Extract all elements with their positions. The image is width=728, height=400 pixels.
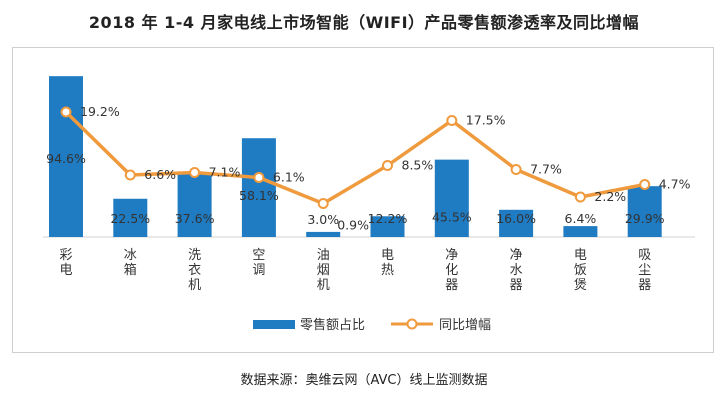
growth-marker-1: [60, 106, 72, 118]
legend-line-label: 同比增幅: [439, 318, 491, 333]
bar-8: [499, 209, 534, 237]
bar-9: [563, 226, 598, 237]
growth-value-label-9: 2.2%: [594, 189, 626, 204]
growth-marker-3: [189, 167, 201, 178]
category-label-3-char-3: 机: [188, 278, 201, 293]
category-label-9-char-2: 饭: [574, 263, 587, 278]
category-label-6-char-2: 热: [381, 263, 394, 278]
category-label-1-char-2: 电: [59, 263, 72, 278]
category-label-4-char-2: 调: [252, 263, 265, 278]
growth-marker-10: [639, 179, 651, 190]
growth-marker-4: [253, 172, 265, 183]
bar-value-label-2: 22.5%: [110, 211, 150, 226]
growth-value-label-1: 19.2%: [80, 104, 120, 119]
growth-value-label-4: 6.1%: [273, 170, 305, 185]
growth-line: [64, 110, 646, 206]
category-label-3-char-1: 洗: [188, 248, 201, 263]
bar-3: [177, 173, 212, 237]
chart-canvas: 94.6% 22.5% 37.6% 58.1% 3.0% 12.2% 45.5% 16.0% 6…: [43, 76, 695, 333]
bar-value-label-9: 6.4%: [565, 211, 597, 226]
legend-line-marker: [406, 318, 418, 330]
bar-value-label-6: 12.2%: [368, 211, 408, 226]
growth-value-label-7: 17.5%: [466, 113, 506, 128]
category-label-6-char-1: 电: [381, 248, 394, 263]
category-label-2-char-1: 冰: [124, 248, 137, 263]
legend-bar-swatch: [253, 320, 295, 329]
growth-value-label-5: 0.9%: [337, 218, 369, 233]
growth-marker-2: [124, 169, 136, 181]
bar-1: [49, 76, 83, 238]
category-label-9-char-3: 煲: [574, 277, 587, 293]
bar-4: [241, 138, 276, 237]
growth-value-label-6: 8.5%: [402, 158, 434, 173]
category-label-5-char-2: 烟: [317, 263, 330, 278]
bar-10: [627, 186, 662, 237]
category-label-1-char-1: 彩: [59, 248, 72, 263]
bar-6: [370, 216, 405, 237]
category-label-10-char-1: 吸: [638, 248, 651, 263]
category-label-8-char-1: 净: [510, 248, 523, 263]
category-label-7-char-2: 化: [445, 263, 458, 278]
category-label-8-char-2: 水: [510, 263, 523, 278]
category-label-9-char-1: 电: [574, 248, 587, 263]
growth-marker-7: [446, 115, 458, 126]
growth-marker-5: [317, 198, 329, 209]
growth-marker-8: [510, 164, 522, 175]
category-label-3-char-2: 衣: [188, 262, 201, 278]
category-label-10-char-2: 尘: [638, 263, 651, 278]
category-label-5-char-3: 机: [317, 278, 330, 293]
legend-bar-label: 零售额占比: [300, 317, 365, 333]
category-label-8-char-3: 器: [510, 278, 523, 293]
growth-value-label-10: 4.7%: [659, 177, 691, 192]
bar-value-label-3: 37.6%: [175, 211, 215, 226]
category-label-10-char-3: 器: [638, 278, 651, 293]
category-label-4-char-1: 空: [252, 248, 265, 263]
bar-value-label-4: 58.1%: [239, 188, 279, 203]
bar-value-label-8: 16.0%: [496, 211, 536, 226]
growth-value-label-2: 6.6%: [144, 167, 176, 182]
growth-value-label-8: 7.7%: [530, 162, 562, 177]
chart-title: 2018 年 1-4 月家电线上市场智能（WIFI）产品零售额渗透率及同比增幅: [88, 13, 640, 32]
bar-5: [306, 231, 341, 237]
bar-7: [434, 159, 469, 237]
category-label-5-char-1: 油: [317, 248, 330, 263]
category-label-7-char-3: 器: [445, 278, 458, 293]
bar-value-label-5: 3.0%: [307, 212, 339, 227]
bar-value-label-1: 94.6%: [46, 151, 86, 166]
growth-marker-9: [574, 191, 586, 203]
category-label-2-char-2: 箱: [124, 262, 137, 278]
bar-2: [113, 198, 148, 237]
data-source-note: 数据来源：奥维云网（AVC）线上监测数据: [240, 373, 488, 388]
growth-marker-6: [382, 160, 393, 171]
chart-frame: 94.6% 22.5% 37.6% 58.1% 3.0% 12.2% 45.5% 16.0% 6…: [12, 47, 714, 353]
bar-value-label-7: 45.5%: [432, 210, 472, 225]
growth-value-label-3: 7.1%: [209, 165, 241, 180]
category-label-7-char-1: 净: [445, 248, 458, 263]
bar-value-label-10: 29.9%: [625, 211, 665, 226]
